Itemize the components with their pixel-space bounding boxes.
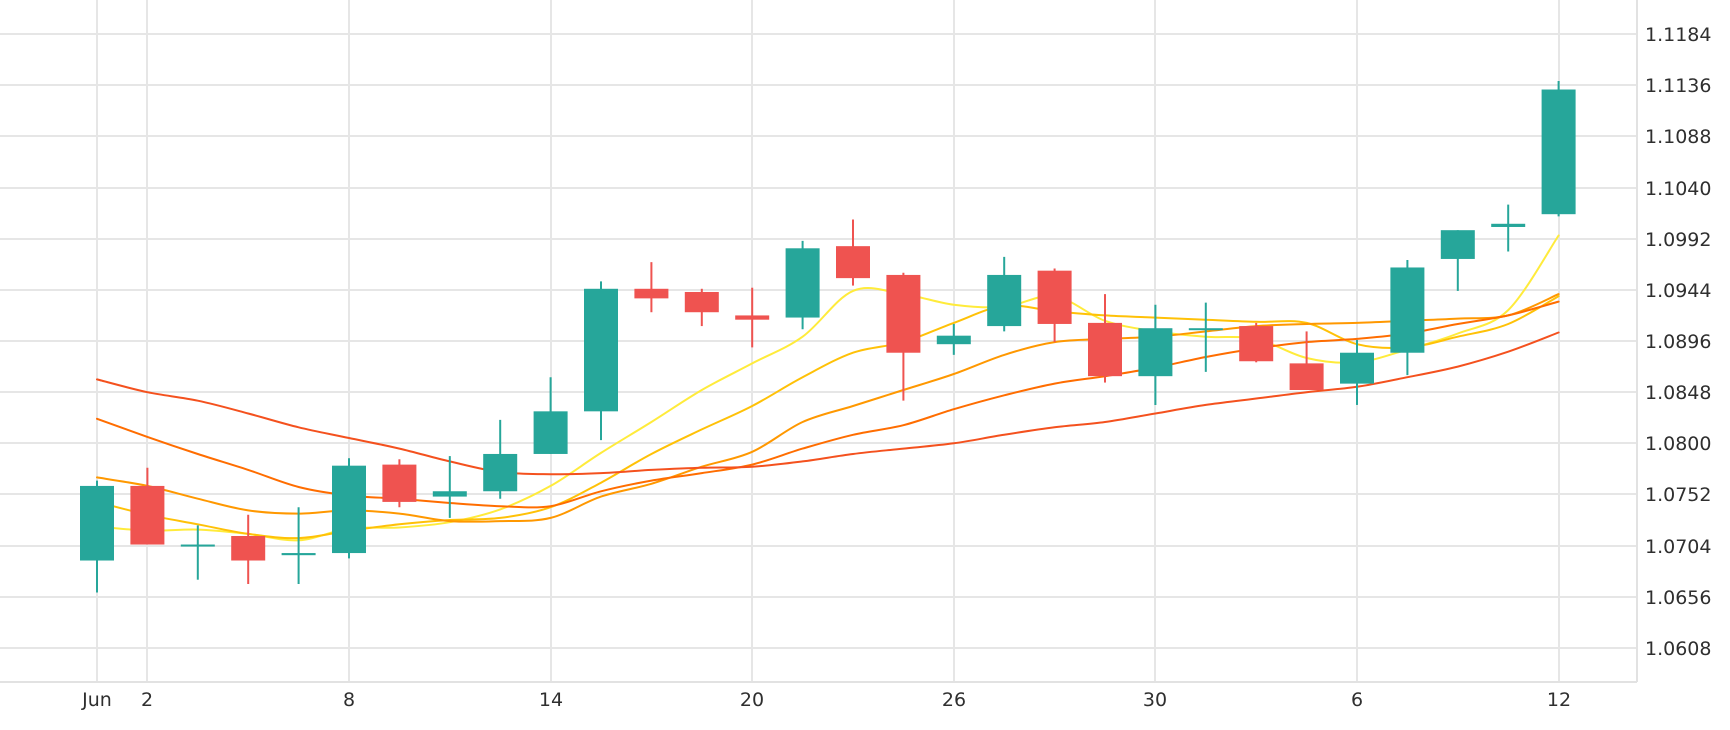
candle-layer [80, 80, 1576, 593]
candle-body [936, 335, 971, 345]
candle-body [130, 485, 165, 545]
candle-up [1340, 339, 1374, 405]
candle-up [987, 256, 1022, 332]
candle-body [1340, 352, 1374, 384]
y-tick-label: 1.0608 [1645, 638, 1711, 660]
candle-body [785, 248, 820, 318]
candle-up [180, 525, 215, 580]
candle-down [836, 219, 870, 286]
candle-body [1239, 326, 1274, 362]
candle-body [432, 491, 467, 497]
y-tick-label: 1.1184 [1645, 24, 1711, 46]
candle-down [1239, 322, 1274, 363]
candle-up [936, 323, 971, 355]
candle-body [281, 553, 316, 556]
candle-body [80, 485, 114, 561]
candle-up [1390, 260, 1425, 376]
candle-down [1088, 294, 1122, 383]
candle-body [231, 536, 266, 561]
moving-average-line-5 [96, 331, 1560, 476]
candle-down [886, 272, 921, 401]
candle-body [1289, 363, 1324, 391]
y-tick-label: 1.0656 [1645, 587, 1711, 609]
x-tick-label: 6 [1351, 689, 1363, 711]
candle-body [1138, 328, 1173, 377]
candle-body [332, 465, 366, 554]
x-tick-label: 26 [942, 689, 966, 711]
candle-body [987, 274, 1022, 327]
candle-up [80, 480, 114, 593]
candle-up [1138, 304, 1173, 405]
candle-down [634, 262, 669, 313]
candle-body [836, 246, 870, 279]
y-tick-label: 1.1088 [1645, 126, 1711, 148]
y-tick-label: 1.1040 [1645, 178, 1711, 200]
candle-body [1088, 322, 1122, 377]
candle-body [1188, 328, 1223, 331]
candle-body [483, 453, 518, 492]
x-tick-label: 8 [343, 689, 355, 711]
candle-up [1188, 302, 1223, 372]
x-tick-label: 14 [539, 689, 563, 711]
candle-up [584, 281, 618, 441]
candle-body [684, 291, 719, 313]
candle-body [533, 411, 568, 454]
candle-body [180, 544, 215, 547]
y-tick-label: 1.0704 [1645, 536, 1711, 558]
candle-up [1440, 230, 1475, 291]
y-tick-label: 1.0752 [1645, 484, 1711, 506]
candle-body [584, 288, 618, 412]
candle-body [735, 315, 770, 320]
candle-down [1289, 331, 1324, 391]
x-tick-label: Jun [81, 689, 112, 711]
candle-body [1440, 230, 1475, 259]
x-tick-label: 2 [141, 689, 153, 711]
candle-down [1037, 268, 1072, 343]
candle-body [1541, 89, 1576, 215]
moving-average-line-4 [96, 300, 1560, 509]
candle-body [1390, 267, 1425, 353]
candle-up [432, 456, 467, 518]
candle-down [130, 467, 165, 545]
candle-up [281, 507, 316, 584]
moving-average-line-2 [96, 295, 1560, 540]
y-tick-label: 1.0800 [1645, 433, 1711, 455]
candle-body [1491, 223, 1526, 227]
candle-up [533, 377, 568, 454]
candle-down [684, 288, 719, 327]
candle-up [483, 419, 518, 499]
candle-body [382, 464, 417, 502]
candle-down [231, 514, 266, 584]
x-tick-label: 30 [1143, 689, 1167, 711]
candle-up [332, 458, 366, 559]
candle-down [735, 287, 770, 348]
y-tick-label: 1.0992 [1645, 229, 1711, 251]
candle-up [785, 240, 820, 330]
y-tick-label: 1.0848 [1645, 382, 1711, 404]
candle-body [634, 288, 669, 299]
x-tick-label: 20 [740, 689, 764, 711]
y-tick-label: 1.0944 [1645, 280, 1711, 302]
candle-down [382, 459, 417, 508]
x-tick-label: 12 [1547, 689, 1571, 711]
candle-body [1037, 270, 1072, 324]
moving-average-line-3 [96, 293, 1560, 523]
candle-body [886, 274, 921, 353]
candle-up [1541, 80, 1576, 217]
candle-up [1491, 204, 1526, 252]
axis-layer: 1.1184 1.1136 1.1088 1.1040 1.0992 1.0944 1.08… [81, 24, 1711, 711]
y-tick-label: 1.1136 [1645, 75, 1711, 97]
y-tick-label: 1.0896 [1645, 331, 1711, 353]
